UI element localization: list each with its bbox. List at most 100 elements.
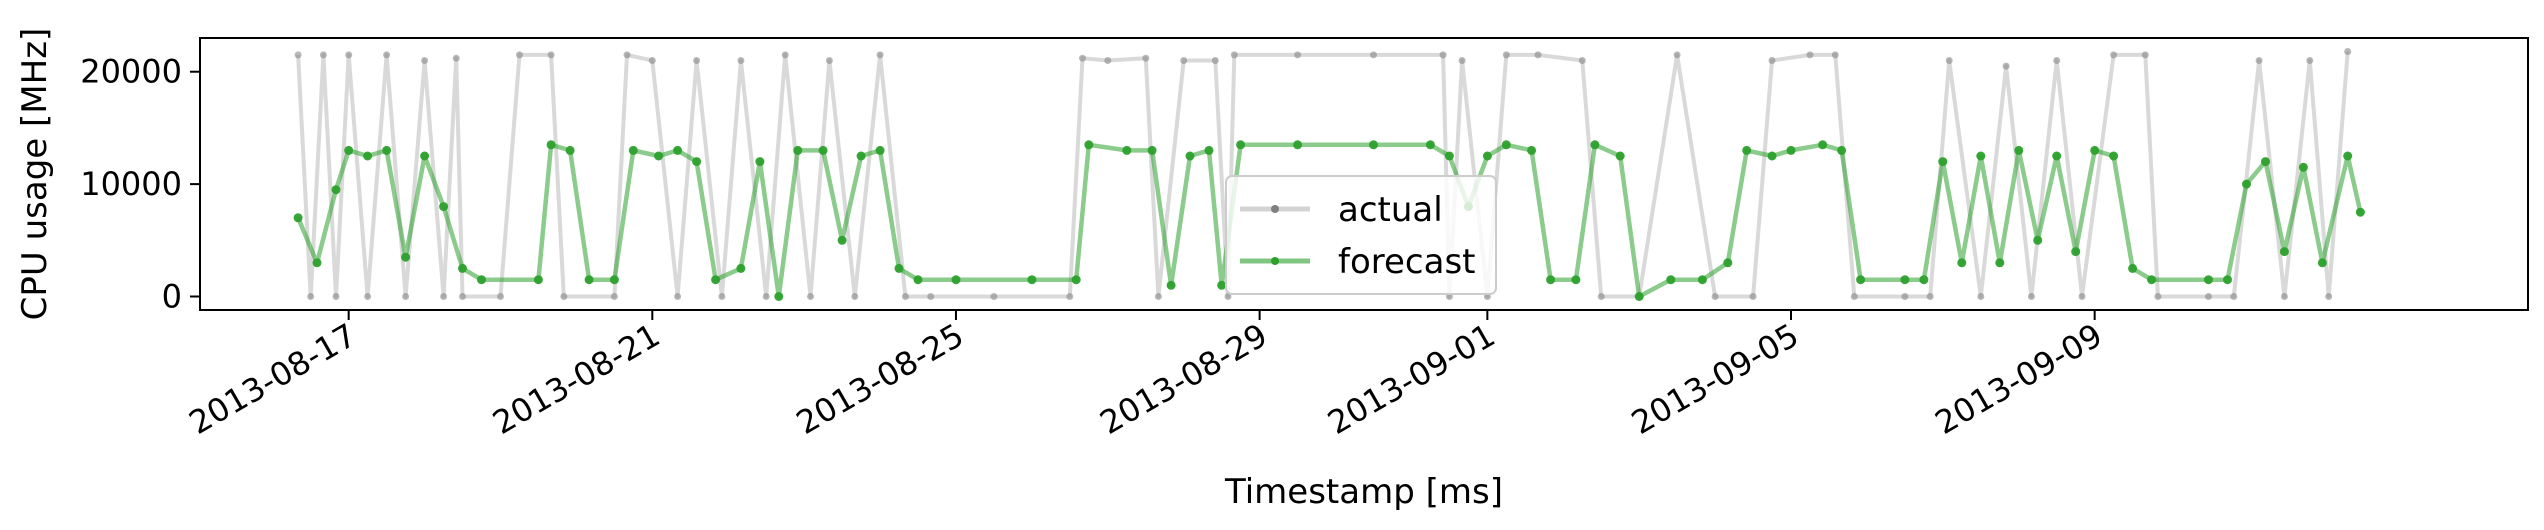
series-point-forecast-52 bbox=[1590, 140, 1600, 150]
series-point-forecast-57 bbox=[1723, 258, 1733, 268]
series-point-forecast-81 bbox=[2261, 157, 2270, 167]
series-point-forecast-5 bbox=[382, 145, 392, 155]
series-point-actual-13 bbox=[516, 51, 523, 59]
series-point-forecast-42 bbox=[1293, 140, 1303, 150]
series-point-actual-29 bbox=[901, 293, 909, 300]
series-point-forecast-7 bbox=[420, 151, 430, 161]
x-axis-label: Timestamp [ms] bbox=[1224, 472, 1503, 512]
series-point-forecast-47 bbox=[1482, 151, 1492, 161]
series-point-forecast-15 bbox=[609, 275, 619, 285]
series-point-actual-2 bbox=[319, 51, 327, 59]
series-point-actual-40 bbox=[1230, 51, 1238, 59]
series-point-forecast-58 bbox=[1742, 145, 1752, 155]
series-point-actual-70 bbox=[2205, 293, 2212, 300]
series-point-actual-18 bbox=[648, 57, 656, 64]
series-point-actual-6 bbox=[383, 51, 391, 59]
series-point-forecast-16 bbox=[628, 145, 638, 155]
series-point-forecast-62 bbox=[1837, 145, 1847, 155]
series-point-actual-43 bbox=[1439, 51, 1447, 59]
legend-label-forecast: forecast bbox=[1338, 242, 1476, 282]
series-point-actual-63 bbox=[2002, 62, 2010, 70]
series-point-actual-60 bbox=[1926, 293, 1934, 300]
series-point-forecast-76 bbox=[2128, 263, 2138, 273]
series-point-actual-24 bbox=[781, 51, 789, 59]
series-point-actual-75 bbox=[2325, 293, 2333, 300]
series-point-actual-25 bbox=[807, 293, 814, 300]
series-point-forecast-43 bbox=[1369, 140, 1378, 150]
series-point-forecast-49 bbox=[1527, 145, 1537, 155]
series-point-forecast-44 bbox=[1425, 140, 1435, 150]
series-point-actual-16 bbox=[610, 293, 618, 300]
series-point-actual-71 bbox=[2230, 293, 2238, 300]
series-point-actual-26 bbox=[825, 57, 833, 64]
series-point-forecast-75 bbox=[2109, 151, 2119, 161]
series-point-forecast-78 bbox=[2204, 275, 2213, 285]
series-point-actual-10 bbox=[452, 54, 460, 62]
series-point-actual-15 bbox=[560, 293, 568, 300]
series-point-actual-1 bbox=[307, 293, 315, 300]
series-point-actual-5 bbox=[364, 293, 372, 300]
legend-entry-actual: actual bbox=[1240, 190, 1443, 230]
series-point-actual-21 bbox=[718, 293, 726, 300]
series-point-actual-74 bbox=[2306, 57, 2314, 64]
series-point-actual-59 bbox=[1901, 293, 1909, 300]
series-point-forecast-34 bbox=[1084, 140, 1094, 150]
series-point-forecast-66 bbox=[1938, 157, 1948, 167]
series-point-forecast-50 bbox=[1546, 275, 1556, 285]
series-point-actual-45 bbox=[1458, 57, 1466, 64]
y-tick-label-0: 0 bbox=[162, 278, 182, 316]
series-point-forecast-41 bbox=[1236, 140, 1246, 150]
series-point-actual-32 bbox=[1066, 293, 1074, 300]
series-point-forecast-36 bbox=[1147, 145, 1157, 155]
series-point-actual-41 bbox=[1294, 51, 1302, 59]
series-point-actual-67 bbox=[2110, 51, 2118, 59]
series-point-actual-0 bbox=[294, 51, 302, 59]
series-point-actual-57 bbox=[1831, 51, 1839, 59]
series-point-forecast-67 bbox=[1957, 258, 1967, 268]
series-point-forecast-77 bbox=[2147, 275, 2157, 285]
series-point-forecast-73 bbox=[2071, 247, 2081, 257]
series-point-forecast-84 bbox=[2317, 258, 2327, 268]
legend-entry-forecast: forecast bbox=[1240, 242, 1476, 282]
series-point-forecast-54 bbox=[1634, 292, 1644, 301]
series-point-actual-42 bbox=[1370, 51, 1377, 59]
series-point-forecast-79 bbox=[2223, 275, 2232, 285]
series-point-actual-22 bbox=[737, 57, 745, 64]
series-point-actual-12 bbox=[497, 293, 504, 300]
series-point-forecast-14 bbox=[584, 275, 594, 285]
series-forecast bbox=[293, 140, 2365, 301]
series-point-actual-39 bbox=[1224, 293, 1232, 300]
series-point-forecast-38 bbox=[1185, 151, 1195, 161]
series-point-actual-30 bbox=[927, 293, 935, 300]
series-point-forecast-60 bbox=[1786, 145, 1796, 155]
series-point-forecast-69 bbox=[1995, 258, 2005, 268]
series-point-forecast-25 bbox=[818, 145, 828, 155]
series-point-forecast-74 bbox=[2090, 145, 2100, 155]
series-point-actual-28 bbox=[876, 51, 884, 59]
series-point-actual-23 bbox=[762, 293, 770, 300]
legend-box bbox=[1225, 175, 1497, 295]
series-point-actual-76 bbox=[2344, 48, 2352, 55]
plot-frame bbox=[199, 37, 2529, 311]
series-point-forecast-53 bbox=[1615, 151, 1625, 161]
series-point-forecast-13 bbox=[565, 145, 575, 155]
series-point-forecast-63 bbox=[1856, 275, 1866, 285]
series-point-actual-33 bbox=[1079, 54, 1086, 62]
series-point-forecast-31 bbox=[951, 275, 961, 285]
series-point-forecast-65 bbox=[1919, 275, 1929, 285]
legend: actual forecast bbox=[1225, 175, 1497, 295]
series-point-actual-20 bbox=[693, 57, 701, 64]
legend-marker-forecast bbox=[1271, 257, 1279, 265]
series-point-actual-64 bbox=[2027, 293, 2035, 300]
y-tick-label-2: 20000 bbox=[80, 53, 182, 91]
series-point-actual-66 bbox=[2078, 293, 2086, 300]
series-point-forecast-30 bbox=[913, 275, 923, 285]
series-point-forecast-8 bbox=[439, 202, 449, 212]
series-point-forecast-68 bbox=[1976, 151, 1986, 161]
series-point-forecast-2 bbox=[331, 185, 341, 195]
series-point-forecast-82 bbox=[2279, 247, 2289, 257]
series-point-actual-38 bbox=[1211, 57, 1219, 64]
series-point-forecast-86 bbox=[2355, 207, 2365, 217]
series-point-forecast-40 bbox=[1217, 280, 1227, 290]
series-point-forecast-3 bbox=[344, 145, 354, 155]
